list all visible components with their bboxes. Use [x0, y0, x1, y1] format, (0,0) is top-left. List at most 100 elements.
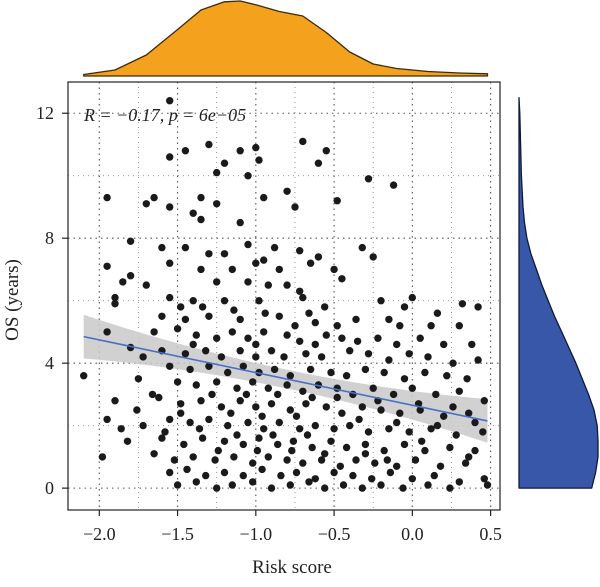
data-point — [408, 475, 416, 483]
data-point — [349, 471, 357, 480]
data-point — [166, 293, 174, 302]
data-point — [308, 443, 316, 452]
data-point — [432, 390, 440, 399]
data-point — [358, 243, 366, 252]
data-point — [292, 468, 301, 477]
data-point — [126, 272, 135, 280]
y-tick-label: 8 — [45, 228, 54, 248]
data-point — [252, 340, 260, 349]
data-point — [267, 347, 276, 355]
data-point — [217, 353, 226, 361]
data-point — [150, 450, 158, 458]
data-point — [177, 303, 185, 311]
data-point — [321, 450, 329, 458]
data-point — [380, 446, 388, 455]
data-point — [333, 197, 341, 205]
data-point — [189, 209, 197, 217]
data-point — [336, 462, 344, 470]
data-point — [283, 281, 291, 289]
data-point — [158, 243, 166, 252]
data-point — [202, 471, 210, 480]
data-point — [155, 393, 163, 402]
data-point — [220, 468, 229, 477]
data-point — [311, 475, 319, 483]
data-point — [361, 440, 370, 449]
data-point — [244, 240, 252, 249]
data-point — [483, 481, 492, 489]
data-point — [220, 297, 229, 305]
data-point — [389, 181, 398, 189]
data-point — [283, 381, 291, 389]
data-point — [374, 334, 382, 342]
data-point — [338, 275, 346, 283]
data-point — [330, 425, 338, 433]
data-point — [393, 340, 401, 349]
data-point — [306, 365, 315, 374]
data-point — [286, 481, 294, 489]
data-point — [205, 362, 213, 370]
data-point — [479, 428, 487, 436]
data-point — [267, 400, 276, 408]
data-point — [385, 425, 393, 433]
data-point — [289, 437, 298, 445]
data-point — [208, 390, 216, 399]
x-tick-label: −2.0 — [83, 524, 116, 544]
data-point — [239, 471, 247, 480]
data-point — [228, 265, 236, 274]
data-point — [161, 428, 169, 436]
data-point — [260, 193, 268, 202]
data-point — [306, 259, 315, 267]
data-point — [195, 425, 204, 433]
data-point — [239, 440, 247, 449]
data-point — [411, 456, 420, 464]
plot-frame — [67, 81, 501, 511]
data-point — [474, 303, 482, 311]
data-point — [103, 193, 111, 202]
regression-line — [83, 335, 488, 422]
data-point — [302, 350, 310, 358]
data-point — [440, 340, 448, 349]
data-point — [180, 440, 188, 449]
data-point — [270, 243, 279, 252]
data-point — [463, 375, 471, 383]
data-point — [364, 350, 373, 358]
data-point — [126, 237, 135, 245]
data-point — [364, 175, 373, 183]
data-point — [198, 434, 207, 442]
data-point — [258, 465, 266, 474]
data-point — [352, 315, 360, 324]
data-point — [369, 384, 377, 392]
data-point — [186, 365, 194, 374]
data-point — [317, 456, 326, 464]
grid-lines — [68, 82, 500, 510]
data-point — [386, 468, 395, 477]
data-point — [220, 437, 229, 445]
top-density-curve — [83, 0, 489, 77]
data-point — [260, 256, 268, 264]
data-point — [181, 243, 190, 252]
data-point — [421, 368, 429, 377]
data-point — [150, 193, 158, 202]
data-point — [148, 390, 157, 399]
data-point — [322, 403, 330, 411]
data-point — [458, 300, 467, 308]
data-point — [393, 418, 401, 427]
data-point — [186, 418, 194, 427]
data-point — [296, 287, 304, 295]
data-point — [270, 365, 279, 374]
data-point — [80, 372, 88, 380]
data-point — [213, 168, 221, 177]
data-point — [465, 409, 473, 417]
data-point — [197, 215, 205, 224]
data-point — [260, 328, 268, 336]
data-point — [424, 353, 432, 361]
data-point — [346, 347, 354, 355]
data-point — [317, 353, 326, 361]
data-point — [280, 353, 288, 361]
data-point — [181, 147, 190, 155]
data-point — [342, 443, 351, 452]
data-point — [192, 331, 200, 339]
data-point — [471, 446, 479, 455]
data-point — [380, 368, 388, 377]
data-point — [449, 403, 457, 411]
